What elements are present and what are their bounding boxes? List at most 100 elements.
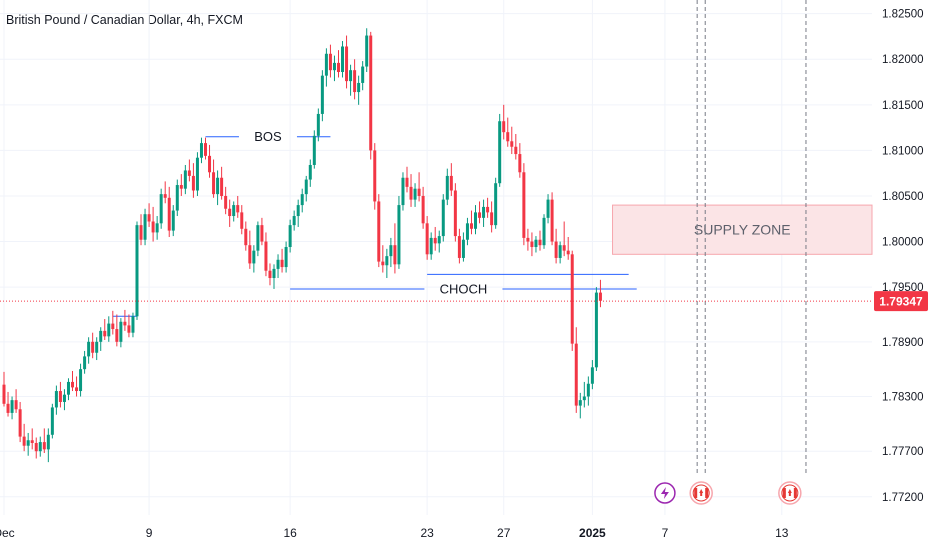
candle (300, 188, 304, 213)
candle (328, 44, 332, 78)
candle (385, 248, 389, 279)
candle (159, 188, 163, 229)
candle (139, 214, 143, 246)
candle (199, 137, 203, 164)
candle (324, 48, 328, 87)
candle (393, 223, 397, 274)
lightning-event-icon[interactable] (654, 482, 676, 504)
price-axis[interactable]: 1.82500 1.82000 1.81500 1.81000 1.80500 1.800… (882, 9, 924, 504)
candle (131, 312, 135, 338)
candle (308, 159, 312, 187)
candle (30, 428, 34, 450)
grid (0, 0, 872, 515)
candle (91, 332, 95, 359)
candle (498, 113, 502, 187)
candle (151, 206, 155, 242)
candle (417, 172, 421, 202)
candle (220, 166, 224, 200)
candle (514, 133, 518, 160)
chart-title: British Pound / Canadian Dollar, 4h, FXC… (6, 13, 243, 27)
candle (349, 64, 353, 96)
y-tick-label: 1.78900 (882, 337, 924, 349)
candle (312, 130, 316, 169)
candle (465, 217, 469, 246)
y-tick-label: 1.81500 (882, 100, 924, 112)
candle (304, 175, 308, 202)
candle (469, 210, 473, 235)
candle (22, 423, 26, 452)
candle (228, 199, 232, 227)
candle (248, 230, 252, 269)
candle (361, 61, 365, 91)
candle (409, 174, 413, 207)
candle (357, 75, 361, 105)
candle (594, 287, 598, 371)
candle (502, 104, 506, 140)
candle (6, 391, 10, 417)
x-tick-label: 7 (662, 526, 669, 540)
candle (224, 186, 228, 215)
candle (135, 221, 139, 320)
candle (216, 170, 220, 206)
candle (79, 363, 83, 397)
candle (14, 389, 18, 413)
candle (582, 381, 586, 408)
canada-flag-event-icon[interactable] (689, 481, 713, 505)
candle (586, 376, 590, 406)
candle (127, 314, 131, 338)
current-price-badge (874, 291, 928, 312)
candle (405, 166, 409, 193)
candle (280, 248, 284, 273)
candle (389, 237, 393, 268)
candle (474, 205, 478, 235)
candle (212, 159, 216, 198)
candle (336, 50, 340, 78)
supply-zone[interactable]: SUPPLY ZONE (612, 204, 873, 255)
candle (268, 263, 272, 286)
candle (320, 70, 324, 122)
event-dashed-lines (696, 0, 807, 476)
candle (554, 228, 558, 264)
candle (433, 226, 437, 251)
x-tick-label: 2025 (579, 526, 606, 540)
candle (260, 217, 264, 246)
candle (441, 194, 445, 242)
candle (62, 389, 66, 411)
candle (50, 403, 54, 439)
candle (71, 370, 75, 392)
candle (38, 436, 42, 457)
candle (264, 232, 268, 277)
candle (123, 309, 127, 331)
canada-flag-event-icon-2[interactable] (778, 481, 802, 505)
candle (58, 381, 62, 408)
candle (284, 241, 288, 273)
event-icons[interactable] (654, 481, 802, 505)
candle (83, 350, 87, 374)
x-tick-label: 13 (775, 526, 789, 540)
candle (54, 385, 58, 415)
candle (373, 143, 377, 210)
candle (369, 31, 373, 160)
bos-line-label: BOS (254, 129, 282, 144)
time-axis[interactable]: Dec 9 16 23 27 2025 7 13 (0, 526, 789, 540)
x-tick-label: Dec (0, 526, 15, 540)
candle (103, 319, 107, 340)
candle (288, 219, 292, 253)
supply-zone-rect[interactable] (612, 204, 873, 255)
candle (445, 168, 449, 206)
candle (522, 163, 526, 246)
candle (316, 108, 320, 142)
candle (240, 205, 244, 235)
candle (486, 197, 490, 218)
candle (538, 230, 542, 251)
candle (183, 164, 187, 195)
candle (534, 236, 538, 253)
y-tick-label: 1.82000 (882, 54, 924, 66)
candle (244, 221, 248, 251)
annotation-lines[interactable]: BOS CHOCH (112, 129, 637, 317)
choch-line-label: CHOCH (440, 281, 488, 296)
candle (175, 179, 179, 217)
candle (401, 172, 405, 211)
candle (478, 201, 482, 224)
